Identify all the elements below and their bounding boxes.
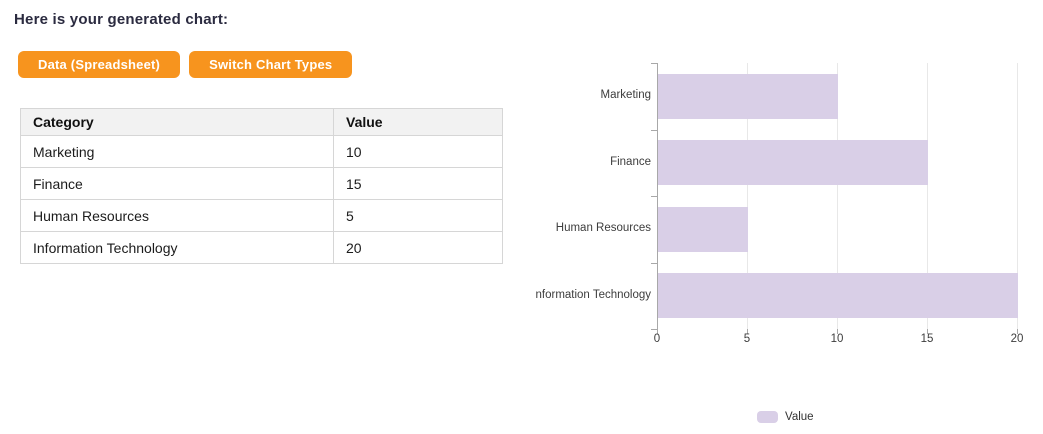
x-axis-label: 5 [743,333,751,345]
x-axis-label: 10 [830,333,844,345]
legend-label: Value [785,411,814,423]
table-header-cell: Value [333,108,503,136]
legend-swatch [757,411,778,423]
table-row: Human Resources 5 [20,199,503,232]
y-axis-label: Marketing [600,89,652,101]
category-cell: Information Technology [20,231,334,264]
value-cell: 20 [333,231,503,264]
category-cell: Human Resources [20,199,334,232]
toolbar: Data (Spreadsheet) Switch Chart Types [18,51,353,78]
x-axis-tick [837,329,838,334]
y-axis-tick [651,130,657,131]
table-row: Marketing 10 [20,135,503,168]
table-header-row: Category Value [20,108,503,136]
x-axis-tick [657,329,658,334]
y-axis-tick [651,263,657,264]
value-cell: 15 [333,167,503,200]
bar[interactable] [658,74,838,119]
switch-chart-types-button[interactable]: Switch Chart Types [189,51,353,78]
legend-item[interactable]: Value [757,411,814,423]
bar[interactable] [658,273,1018,318]
value-cell: 5 [333,199,503,232]
bar[interactable] [658,140,928,185]
x-axis-tick [927,329,928,334]
category-cell: Finance [20,167,334,200]
y-axis-line [657,63,658,330]
y-axis-label: Finance [610,156,651,168]
value-cell: 10 [333,135,503,168]
x-axis-tick [747,329,748,334]
x-axis-label: 15 [920,333,934,345]
y-axis-label: Human Resources [555,222,651,234]
bar[interactable] [658,207,748,252]
table-header-cell: Category [20,108,334,136]
table-row: Information Technology 20 [20,231,503,264]
x-gridline [1017,63,1018,329]
table-row: Finance 15 [20,167,503,200]
y-axis-tick [651,63,657,64]
data-spreadsheet-button[interactable]: Data (Spreadsheet) [18,51,181,78]
x-axis-label: 20 [1010,333,1024,345]
x-axis-label: 0 [653,333,661,345]
category-cell: Marketing [20,135,334,168]
x-gridline [927,63,928,329]
intro-text: Here is your generated chart: [14,11,229,28]
y-axis-tick [651,196,657,197]
x-gridline [747,63,748,329]
x-axis-tick [1017,329,1018,334]
y-axis-label: nformation Technology [535,289,652,301]
x-gridline [837,63,838,329]
data-table: Category Value Marketing 10 Finance 15 Human … [20,108,503,264]
y-axis-tick [651,329,657,330]
